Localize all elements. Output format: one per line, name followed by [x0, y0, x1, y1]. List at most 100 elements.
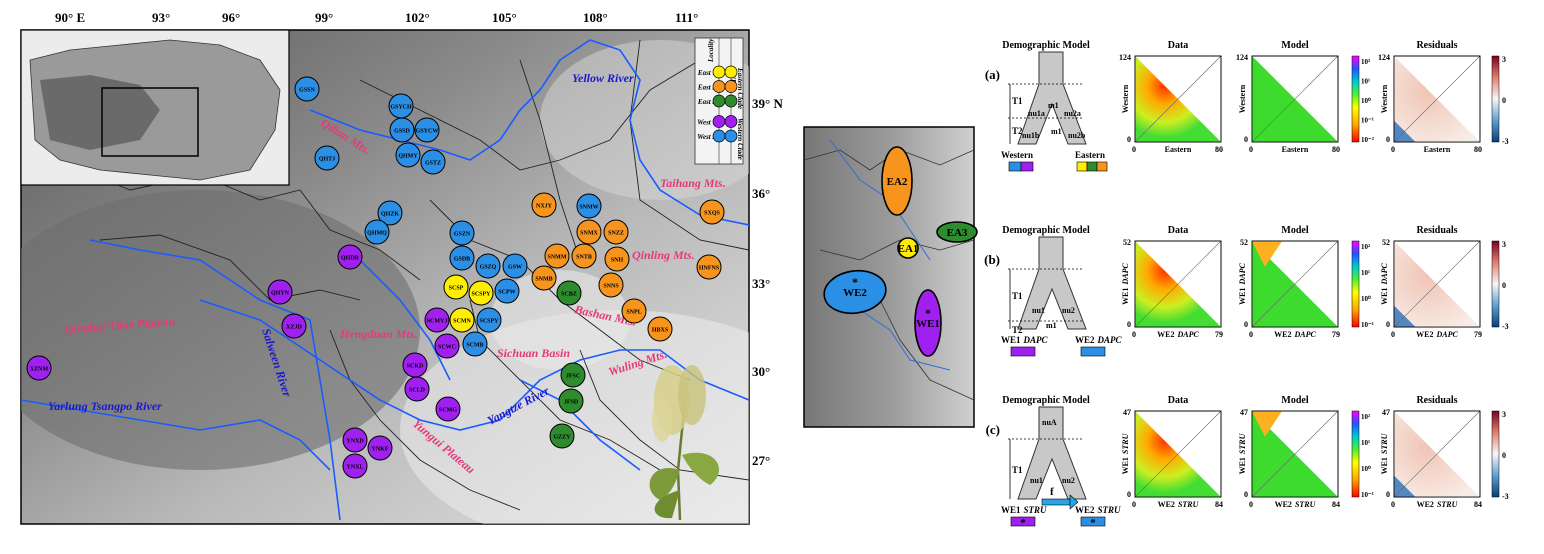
y-axis-label: WE1DAPC [1121, 263, 1130, 305]
site-label: HNFNS [699, 266, 720, 272]
svg-text:0: 0 [1244, 135, 1248, 144]
site-label: SNZZ [608, 231, 624, 237]
site-label: SCBZ [561, 292, 577, 298]
y-axis-label: Western [1238, 84, 1247, 113]
site-marker: SCBZ [556, 280, 582, 306]
residual-tick: 3 [1502, 55, 1506, 64]
site-marker: SNMM [544, 243, 570, 269]
col-title: Residuals [1416, 225, 1457, 236]
site-marker: NXJY [531, 192, 557, 218]
site-circle [468, 280, 494, 306]
yellow-river-line [309, 39, 749, 226]
site-marker: HBXS [647, 316, 673, 342]
site-marker: SCMN [449, 307, 475, 333]
site-label: GZZY [553, 435, 571, 441]
site-label: SCMN [453, 319, 471, 325]
group-ellipse [936, 221, 978, 243]
x-axis-label: WE2 DAPC [1416, 330, 1458, 339]
site-marker: SNMB [531, 265, 557, 291]
panel-letter: (b) [984, 252, 1000, 267]
legend-swatch [712, 94, 726, 108]
site-marker: GSZQ [475, 253, 501, 279]
site-marker: SCSPY [468, 280, 494, 306]
lon-tick: 96° [222, 10, 240, 25]
lon-tick: 111° [675, 10, 698, 25]
lon-tick: 99° [315, 10, 333, 25]
svg-text:m1: m1 [1051, 127, 1062, 136]
residual-colorbar [1491, 240, 1500, 328]
inset-extent-box [101, 87, 199, 157]
lat-tick: 33° [752, 276, 770, 291]
legend-swatch [724, 80, 738, 93]
pop-label: Eastern [1075, 150, 1105, 160]
pop-label: WE1 STRU [1001, 505, 1047, 515]
panel-row-0: Demographic Model Data Model Residuals (a) T1… [985, 40, 1509, 172]
site-label: GSSD [394, 129, 410, 135]
inset-map [20, 29, 290, 186]
x-axis-label: Eastern [1424, 145, 1451, 154]
svg-text:T1: T1 [1012, 291, 1023, 301]
site-marker: SCSPY [476, 307, 502, 333]
site-circle [342, 453, 368, 479]
col-title: Data [1168, 225, 1189, 236]
svg-text:84: 84 [1474, 500, 1482, 509]
legend-swatch [712, 80, 726, 93]
legend-header: Locality [707, 38, 715, 63]
svg-text:nu2: nu2 [1062, 476, 1075, 485]
pop-label: WE1 DAPC [1001, 335, 1049, 345]
svg-text:m1: m1 [1046, 321, 1057, 330]
river-label: Yellow River [572, 71, 634, 85]
legend-swatch [724, 115, 738, 128]
site-marker: SCMYJ [424, 307, 450, 333]
group-label: EA2 [887, 176, 908, 188]
site-circle [531, 265, 557, 291]
svg-text:nu2a: nu2a [1064, 109, 1081, 118]
residual-colorbar [1491, 55, 1500, 143]
svg-text:T2: T2 [1012, 126, 1023, 136]
lat-tick: 30° [752, 364, 770, 379]
site-circle [556, 280, 582, 306]
svg-text:52: 52 [1240, 238, 1248, 247]
site-circle [549, 423, 575, 449]
site-label: QHZK [381, 212, 399, 218]
site-label: SNPL [626, 310, 641, 316]
site-marker: SXQS [699, 199, 725, 225]
svg-text:*: * [1090, 517, 1096, 529]
svg-text:124: 124 [1378, 53, 1390, 62]
site-label: SCSP [449, 286, 464, 292]
colorbar-tick: 10⁻¹ [1361, 117, 1374, 125]
site-label: YNKF [372, 447, 389, 453]
col-title: Demographic Model [1002, 40, 1090, 51]
svg-text:0: 0 [1244, 320, 1248, 329]
site-circle [267, 279, 293, 305]
svg-text:0: 0 [1391, 500, 1395, 509]
heatmap-resid: WE2 STRU 0 84 47 0 WE1STRU [1380, 408, 1482, 509]
site-label: YNXL [346, 465, 363, 471]
site-circle [414, 117, 440, 143]
plant-illustration [649, 365, 720, 521]
legend-swatch [712, 115, 726, 128]
y-axis-label: WE1STRU [1121, 432, 1130, 474]
site-label: SNMX [580, 231, 598, 237]
site-label: SCWC [438, 345, 456, 351]
group-label: WE1 [916, 318, 940, 330]
site-label: XZNM [30, 367, 49, 373]
col-title: Residuals [1416, 395, 1457, 406]
site-marker: SCKD [402, 352, 428, 378]
lat-tick: 36° [752, 186, 770, 201]
residual-tick: 3 [1502, 240, 1506, 249]
panel-row-2: Demographic Model Data Model Residuals (c) nu… [986, 395, 1509, 529]
svg-text:T1: T1 [1012, 465, 1023, 475]
colorbar [1351, 55, 1360, 143]
site-circle [558, 388, 584, 414]
site-circle [377, 200, 403, 226]
site-circle [364, 219, 390, 245]
site-label: GSZN [454, 232, 471, 238]
site-marker: YNXL [342, 453, 368, 479]
residual-tick: -3 [1502, 137, 1509, 146]
site-circle [571, 243, 597, 269]
residual-tick: 0 [1502, 281, 1506, 290]
site-circle [367, 435, 393, 461]
site-circle [494, 278, 520, 304]
